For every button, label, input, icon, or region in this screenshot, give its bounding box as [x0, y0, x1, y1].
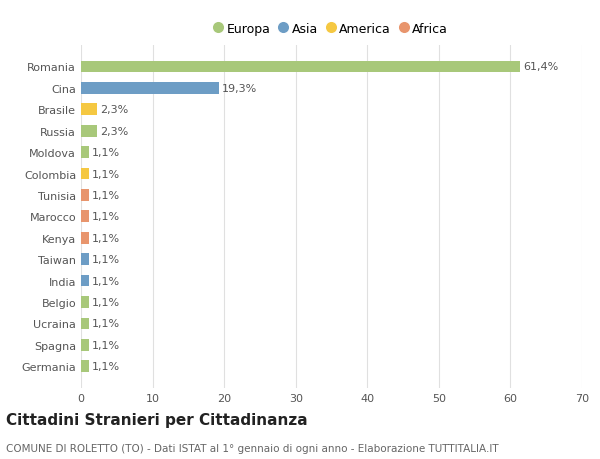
- Bar: [81, 254, 89, 265]
- Bar: [81, 104, 97, 116]
- Bar: [81, 190, 89, 202]
- Text: 19,3%: 19,3%: [222, 84, 257, 94]
- Text: 1,1%: 1,1%: [92, 169, 120, 179]
- Bar: [81, 339, 89, 351]
- Text: 1,1%: 1,1%: [92, 148, 120, 158]
- Legend: Europa, Asia, America, Africa: Europa, Asia, America, Africa: [210, 18, 453, 41]
- Text: 1,1%: 1,1%: [92, 233, 120, 243]
- Text: COMUNE DI ROLETTO (TO) - Dati ISTAT al 1° gennaio di ogni anno - Elaborazione TU: COMUNE DI ROLETTO (TO) - Dati ISTAT al 1…: [6, 443, 499, 453]
- Text: 1,1%: 1,1%: [92, 297, 120, 308]
- Text: 1,1%: 1,1%: [92, 190, 120, 201]
- Bar: [81, 62, 520, 73]
- Bar: [81, 211, 89, 223]
- Text: 1,1%: 1,1%: [92, 319, 120, 329]
- Text: Cittadini Stranieri per Cittadinanza: Cittadini Stranieri per Cittadinanza: [6, 413, 308, 428]
- Text: 61,4%: 61,4%: [523, 62, 559, 73]
- Text: 1,1%: 1,1%: [92, 276, 120, 286]
- Bar: [81, 126, 97, 137]
- Bar: [81, 147, 89, 159]
- Bar: [81, 297, 89, 308]
- Bar: [81, 318, 89, 330]
- Text: 2,3%: 2,3%: [100, 126, 128, 136]
- Text: 1,1%: 1,1%: [92, 212, 120, 222]
- Text: 1,1%: 1,1%: [92, 255, 120, 264]
- Bar: [81, 275, 89, 287]
- Text: 1,1%: 1,1%: [92, 361, 120, 371]
- Bar: [81, 361, 89, 372]
- Bar: [81, 168, 89, 180]
- Text: 1,1%: 1,1%: [92, 340, 120, 350]
- Bar: [81, 232, 89, 244]
- Text: 2,3%: 2,3%: [100, 105, 128, 115]
- Bar: [81, 83, 219, 95]
